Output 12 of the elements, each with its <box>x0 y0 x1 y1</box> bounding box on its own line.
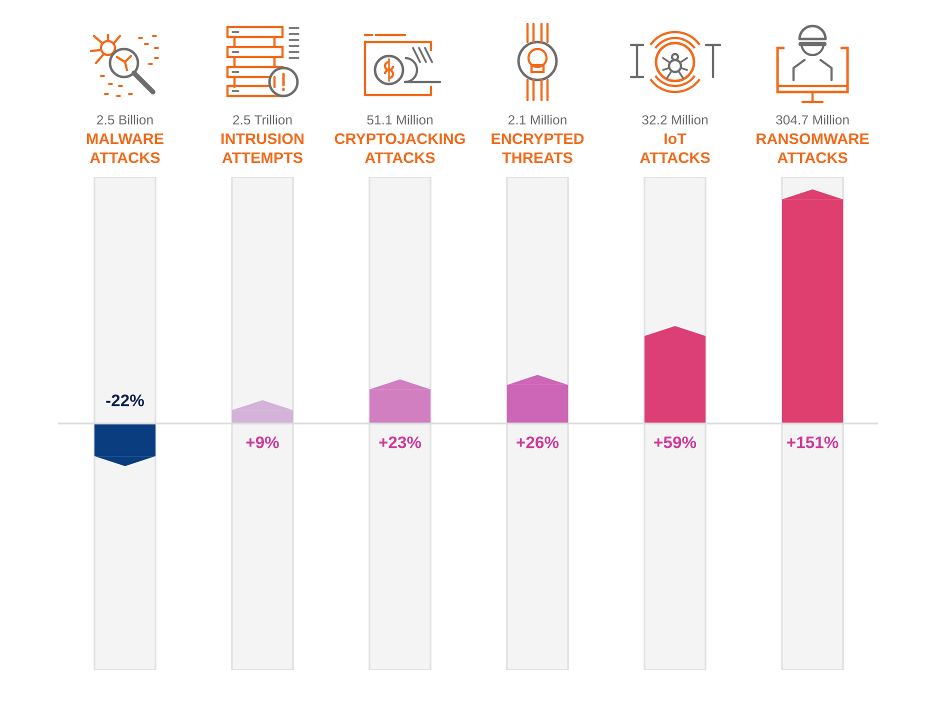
x-tick-label: 32.2 Million IoT ATTACKS <box>640 114 710 164</box>
data-label: +23% <box>379 436 422 448</box>
data-label: +26% <box>516 436 559 448</box>
x-tick-label: 2.5 Billion MALWARE ATTACKS <box>86 114 164 164</box>
data-label: -22% <box>106 394 144 406</box>
data-label: +151% <box>787 436 838 448</box>
x-tick-label: 2.1 Million ENCRYPTED THREATS <box>492 114 584 164</box>
x-tick-label: 51.1 Million CRYPTOJACKING ATTACKS <box>334 114 465 164</box>
x-tick-label: 2.5 Trillion INTRUSION ATTEMPTS <box>221 114 304 164</box>
data-label: +59% <box>654 436 696 448</box>
data-label: +9% <box>246 436 279 448</box>
x-tick-label: 304.7 Million RANSOMWARE ATTACKS <box>756 114 869 164</box>
